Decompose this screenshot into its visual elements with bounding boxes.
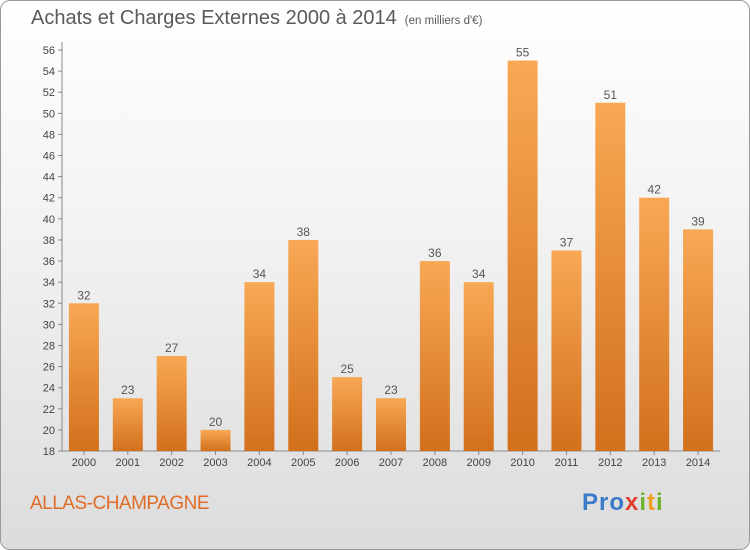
data-label: 34 (472, 267, 486, 281)
data-label: 55 (516, 46, 530, 60)
y-tick-label: 48 (43, 129, 55, 141)
data-label: 36 (428, 246, 442, 260)
bar (112, 398, 143, 451)
x-tick-label: 2007 (379, 457, 403, 469)
x-tick-label: 2003 (203, 457, 227, 469)
y-tick-label: 38 (43, 235, 55, 247)
bar (332, 377, 363, 451)
bar (200, 429, 231, 451)
y-tick-label: 36 (43, 256, 55, 268)
x-tick-label: 2014 (686, 457, 710, 469)
chart-axes: 18 20 22 24 26 28 30 32 34 36 38 40 42 44 46 48 50 52 54 56… (43, 42, 720, 469)
bar (639, 197, 670, 451)
y-tick-label: 44 (43, 172, 55, 184)
bar (419, 261, 450, 451)
data-label: 25 (340, 362, 354, 376)
bar (68, 303, 99, 451)
x-tick-label: 2010 (510, 457, 534, 469)
x-tick-label: 2000 (72, 457, 96, 469)
data-label: 42 (648, 183, 662, 197)
x-tick-label: 2008 (423, 457, 447, 469)
y-tick-label: 52 (43, 87, 55, 99)
y-tick-label: 24 (43, 383, 55, 395)
bar (507, 60, 538, 451)
bar (683, 229, 714, 451)
y-tick-label: 30 (43, 319, 55, 331)
chart-data-labels: 32 23 27 20 34 38 25 23 36 34 55 37 51 42 39 (77, 46, 705, 429)
x-tick-label: 2013 (642, 457, 666, 469)
bar (156, 356, 187, 451)
chart-title: Achats et Charges Externes 2000 à 2014 (e… (31, 7, 482, 30)
data-label: 38 (297, 225, 311, 239)
y-tick-label: 26 (43, 362, 55, 374)
y-tick-label: 42 (43, 193, 55, 205)
x-tick-label: 2001 (116, 457, 140, 469)
commune-name: ALLAS-CHAMPAGNE (30, 493, 210, 514)
data-label: 23 (121, 383, 135, 397)
y-tick-label: 20 (43, 425, 55, 437)
x-tick-label: 2009 (466, 457, 490, 469)
y-tick-label: 32 (43, 298, 55, 310)
y-tick-label: 34 (43, 277, 55, 289)
bar (595, 102, 626, 452)
x-tick-label: 2004 (247, 457, 271, 469)
data-label: 20 (209, 415, 223, 429)
y-tick-label: 54 (43, 66, 55, 78)
chart-subtitle: (en milliers d'€) (404, 15, 483, 27)
x-tick-label: 2005 (291, 457, 315, 469)
y-tick-label: 56 (43, 45, 55, 57)
data-label: 23 (384, 383, 398, 397)
y-tick-label: 46 (43, 151, 55, 163)
x-tick-label: 2006 (335, 457, 359, 469)
data-label: 27 (165, 341, 179, 355)
x-tick-label: 2011 (555, 457, 579, 469)
x-tick-label: 2012 (598, 457, 622, 469)
bar (376, 398, 406, 451)
data-label: 51 (604, 88, 618, 102)
data-label: 32 (77, 288, 91, 302)
proxiti-logo: Proxiti (582, 489, 664, 516)
bar (551, 250, 582, 451)
y-tick-label: 40 (43, 214, 55, 226)
data-label: 37 (560, 236, 574, 250)
data-label: 34 (253, 267, 267, 281)
y-tick-label: 28 (43, 340, 55, 352)
x-tick-label: 2002 (159, 457, 183, 469)
bar (463, 282, 494, 451)
y-tick-label: 22 (43, 404, 55, 416)
chart-bars (68, 60, 714, 452)
chart-title-main: Achats et Charges Externes 2000 à 2014 (31, 7, 397, 29)
bar (244, 282, 275, 451)
data-label: 39 (691, 214, 705, 228)
y-tick-label: 50 (43, 108, 55, 120)
y-tick-label: 18 (43, 446, 55, 458)
bar (288, 239, 319, 451)
